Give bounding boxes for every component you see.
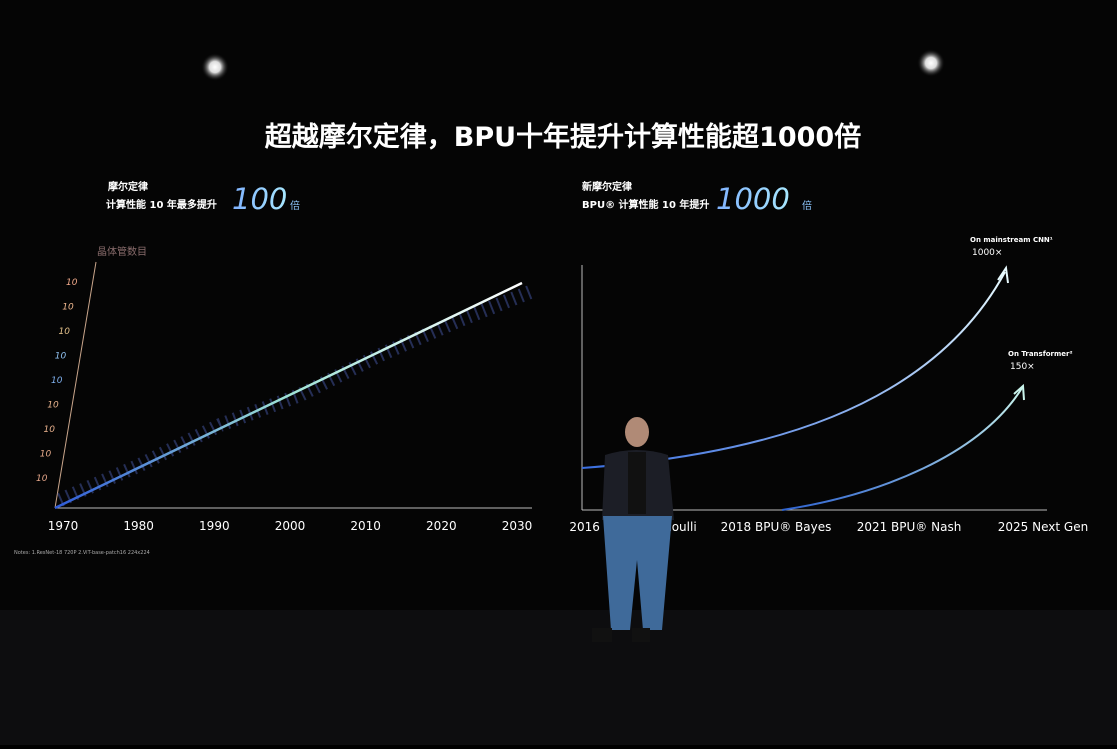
left-heading: 摩尔定律 (108, 180, 148, 193)
jeans (603, 516, 672, 630)
x-tick-label: 2018 BPU® Bayes (721, 520, 832, 534)
spotlight (917, 49, 945, 77)
x-tick-label: 2000 (275, 519, 306, 533)
right-subheading: BPU® 计算性能 10 年提升 (582, 198, 709, 211)
curve-value: 1000× (972, 248, 1002, 258)
arrow-head (1013, 383, 1025, 401)
x-tick-label: 2030 (502, 519, 533, 533)
slide-title: 超越摩尔定律，BPU十年提升计算性能超1000倍 (265, 121, 861, 153)
curve-label: On Transformer² (1008, 350, 1073, 358)
right-figure: 1000 (716, 182, 790, 216)
y-tick-label: 10 (40, 450, 52, 460)
x-tick-label: 1970 (48, 519, 79, 533)
y-ticks: 10 10 10 10 10 10 10 10 10 (36, 278, 78, 484)
shoe (592, 628, 612, 642)
notes: Notes: 1.ResNet-18 720P 2.ViT-base-patch… (14, 550, 150, 556)
y-tick-label: 10 (59, 327, 71, 337)
y-tick-label: 10 (66, 278, 78, 288)
x-tick-label: 2020 (426, 519, 457, 533)
y-tick-label: 10 (62, 303, 74, 313)
right-heading: 新摩尔定律 (582, 180, 632, 193)
y-tick-label: 10 (51, 376, 63, 386)
spotlight (201, 53, 229, 81)
x-tick-label: 2025 Next Gen (998, 520, 1088, 534)
x-tick-label: 1990 (199, 519, 230, 533)
curve-value: 150× (1010, 362, 1035, 372)
left-figure: 100 (232, 182, 287, 216)
transformer-curve (781, 387, 1023, 511)
x-ticks: 1970 1980 1990 2000 2010 2020 2030 (48, 519, 533, 533)
y-tick-label: 10 (44, 425, 56, 435)
right-unit: 倍 (802, 199, 812, 212)
y-tick-label: 10 (55, 352, 67, 362)
stage-floor (0, 610, 1117, 745)
arrow-head (997, 265, 1009, 284)
x-tick-label: 2010 (350, 519, 381, 533)
y-axis (54, 261, 97, 509)
y-tick-label: 10 (47, 401, 59, 411)
speaker (592, 417, 674, 642)
y-axis-label: 晶体管数目 (97, 245, 147, 258)
left-subheading: 计算性能 10 年最多提升 (106, 198, 217, 211)
trend-line (54, 281, 523, 510)
x-tick-label: 2021 BPU® Nash (857, 520, 962, 534)
curve-label: On mainstream CNN¹ (970, 236, 1053, 244)
head (625, 417, 649, 447)
shoe (632, 628, 650, 642)
left-unit: 倍 (290, 199, 300, 212)
shirt (628, 452, 646, 514)
x-tick-label: 1980 (123, 519, 154, 533)
y-tick-label: 10 (36, 474, 48, 484)
